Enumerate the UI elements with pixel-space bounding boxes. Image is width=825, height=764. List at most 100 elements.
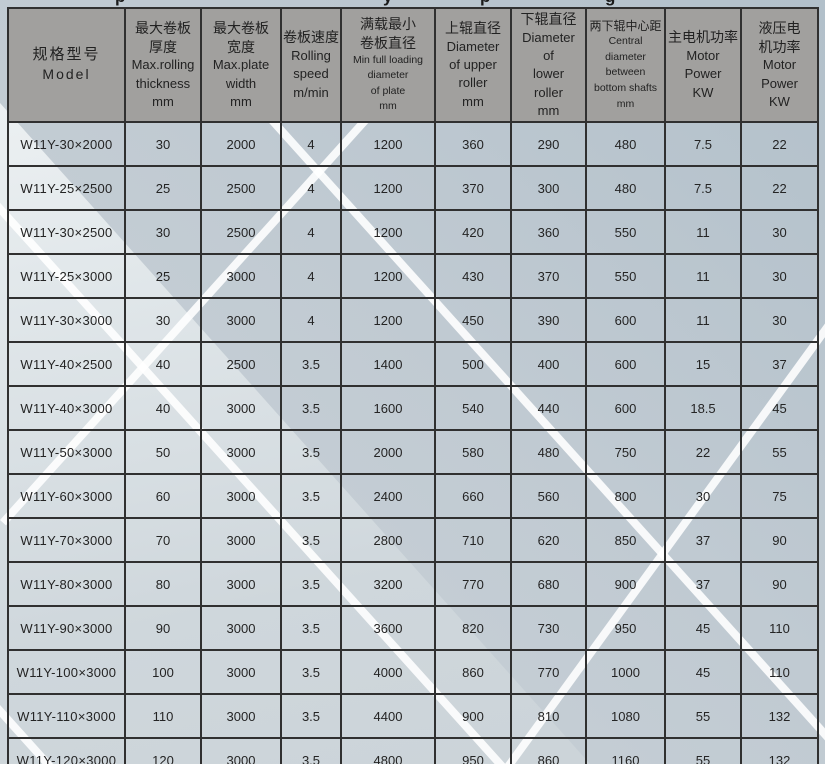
cell-hydraulic-motor-power: 110 [740, 605, 819, 651]
cell-rolling-speed: 3.5 [280, 649, 342, 695]
cell-rolling-speed: 4 [280, 165, 342, 211]
cell-model: W11Y-110×3000 [7, 693, 126, 739]
cell-lower-roller-diameter: 360 [510, 209, 587, 255]
cell-min-full-loading-diameter: 1200 [340, 165, 436, 211]
cell-max-plate-width: 2500 [200, 165, 282, 211]
header-line: lower [532, 66, 565, 82]
cell-upper-roller-diameter: 580 [434, 429, 512, 475]
cell-rolling-speed: 3.5 [280, 737, 342, 764]
cell-central-distance: 950 [585, 605, 666, 651]
header-main-motor-power: 主电机功率 Motor Power KW [664, 7, 742, 123]
cell-max-rolling-thickness: 120 [124, 737, 202, 764]
cell-upper-roller-diameter: 950 [434, 737, 512, 764]
cell-max-plate-width: 3000 [200, 605, 282, 651]
cell-central-distance: 600 [585, 385, 666, 431]
cell-max-plate-width: 3000 [200, 429, 282, 475]
header-line: 两下辊中心距 [589, 18, 662, 33]
cell-main-motor-power: 15 [664, 341, 742, 387]
header-line: Max.plate [212, 57, 270, 73]
header-line: bottom shafts [593, 82, 658, 95]
cell-lower-roller-diameter: 680 [510, 561, 587, 607]
table-row: W11Y-25×2500 25 2500 4 1200 370 300 480 7.5 22 [7, 165, 819, 211]
header-line: Diameter [522, 29, 575, 45]
cell-upper-roller-diameter: 360 [434, 121, 512, 167]
cell-rolling-speed: 3.5 [280, 605, 342, 651]
cell-lower-roller-diameter: 370 [510, 253, 587, 299]
cell-max-rolling-thickness: 40 [124, 385, 202, 431]
cell-rolling-speed: 3.5 [280, 429, 342, 475]
clipped-title-letter: g [605, 0, 615, 5]
cell-min-full-loading-diameter: 2000 [340, 429, 436, 475]
cell-upper-roller-diameter: 540 [434, 385, 512, 431]
header-model: 规格型号 Model [7, 7, 126, 123]
header-line: 满载最小 [360, 15, 416, 32]
header-line: KW [769, 93, 790, 109]
table-row: W11Y-90×3000 90 3000 3.5 3600 820 730 950 45 110 [7, 605, 819, 651]
table-row: W11Y-50×3000 50 3000 3.5 2000 580 480 750 22 55 [7, 429, 819, 475]
cell-model: W11Y-60×3000 [7, 473, 126, 519]
header-central-distance: 两下辊中心距 Central diameter between bottom shaft… [585, 7, 666, 123]
cell-main-motor-power: 30 [664, 473, 742, 519]
table-row: W11Y-70×3000 70 3000 3.5 2800 710 620 850 37 90 [7, 517, 819, 563]
header-rolling-speed: 卷板速度 Rolling speed m/min [280, 7, 342, 123]
table-row: W11Y-30×2500 30 2500 4 1200 420 360 550 11 30 [7, 209, 819, 255]
cell-upper-roller-diameter: 450 [434, 297, 512, 343]
header-line: 机功率 [758, 38, 801, 55]
cell-hydraulic-motor-power: 30 [740, 297, 819, 343]
header-line: 主电机功率 [668, 29, 738, 46]
table-row: W11Y-40×3000 40 3000 3.5 1600 540 440 600 18.5 45 [7, 385, 819, 431]
cell-max-plate-width: 3000 [200, 693, 282, 739]
cell-central-distance: 480 [585, 121, 666, 167]
cell-max-plate-width: 3000 [200, 737, 282, 764]
cell-model: W11Y-40×3000 [7, 385, 126, 431]
clipped-title-letter: p [115, 0, 125, 5]
cell-lower-roller-diameter: 400 [510, 341, 587, 387]
cell-upper-roller-diameter: 370 [434, 165, 512, 211]
cell-model: W11Y-80×3000 [7, 561, 126, 607]
cell-hydraulic-motor-power: 22 [740, 121, 819, 167]
cell-max-rolling-thickness: 30 [124, 297, 202, 343]
table-row: W11Y-80×3000 80 3000 3.5 3200 770 680 900 37 90 [7, 561, 819, 607]
cell-min-full-loading-diameter: 4400 [340, 693, 436, 739]
header-line: mm [152, 93, 174, 109]
cell-lower-roller-diameter: 390 [510, 297, 587, 343]
cell-lower-roller-diameter: 810 [510, 693, 587, 739]
cell-hydraulic-motor-power: 132 [740, 737, 819, 764]
header-line: of upper [449, 57, 497, 73]
cell-central-distance: 600 [585, 341, 666, 387]
cell-min-full-loading-diameter: 1200 [340, 121, 436, 167]
cell-upper-roller-diameter: 430 [434, 253, 512, 299]
cell-min-full-loading-diameter: 3600 [340, 605, 436, 651]
cell-max-rolling-thickness: 40 [124, 341, 202, 387]
header-line: Motor [686, 48, 720, 64]
cell-min-full-loading-diameter: 1200 [340, 209, 436, 255]
header-max-rolling-thickness: 最大卷板 厚度 Max.rolling thickness mm [124, 7, 202, 123]
cell-lower-roller-diameter: 290 [510, 121, 587, 167]
cell-max-rolling-thickness: 60 [124, 473, 202, 519]
cell-central-distance: 800 [585, 473, 666, 519]
cell-rolling-speed: 3.5 [280, 517, 342, 563]
cell-max-plate-width: 3000 [200, 561, 282, 607]
cell-hydraulic-motor-power: 90 [740, 517, 819, 563]
cell-lower-roller-diameter: 620 [510, 517, 587, 563]
cell-model: W11Y-50×3000 [7, 429, 126, 475]
header-line: of plate [370, 84, 406, 97]
cell-max-rolling-thickness: 30 [124, 121, 202, 167]
cell-hydraulic-motor-power: 30 [740, 209, 819, 255]
cell-hydraulic-motor-power: 75 [740, 473, 819, 519]
cell-hydraulic-motor-power: 37 [740, 341, 819, 387]
cell-max-rolling-thickness: 30 [124, 209, 202, 255]
cell-max-rolling-thickness: 25 [124, 165, 202, 211]
cell-min-full-loading-diameter: 2400 [340, 473, 436, 519]
header-line: of [543, 48, 554, 64]
clipped-title-letter: y [383, 0, 392, 5]
cell-central-distance: 750 [585, 429, 666, 475]
cell-max-rolling-thickness: 70 [124, 517, 202, 563]
cell-rolling-speed: 4 [280, 121, 342, 167]
cell-rolling-speed: 3.5 [280, 473, 342, 519]
cell-hydraulic-motor-power: 90 [740, 561, 819, 607]
cell-model: W11Y-120×3000 [7, 737, 126, 764]
header-upper-roller-diameter: 上辊直径 Diameter of upper roller mm [434, 7, 512, 123]
header-line: speed [293, 66, 329, 82]
